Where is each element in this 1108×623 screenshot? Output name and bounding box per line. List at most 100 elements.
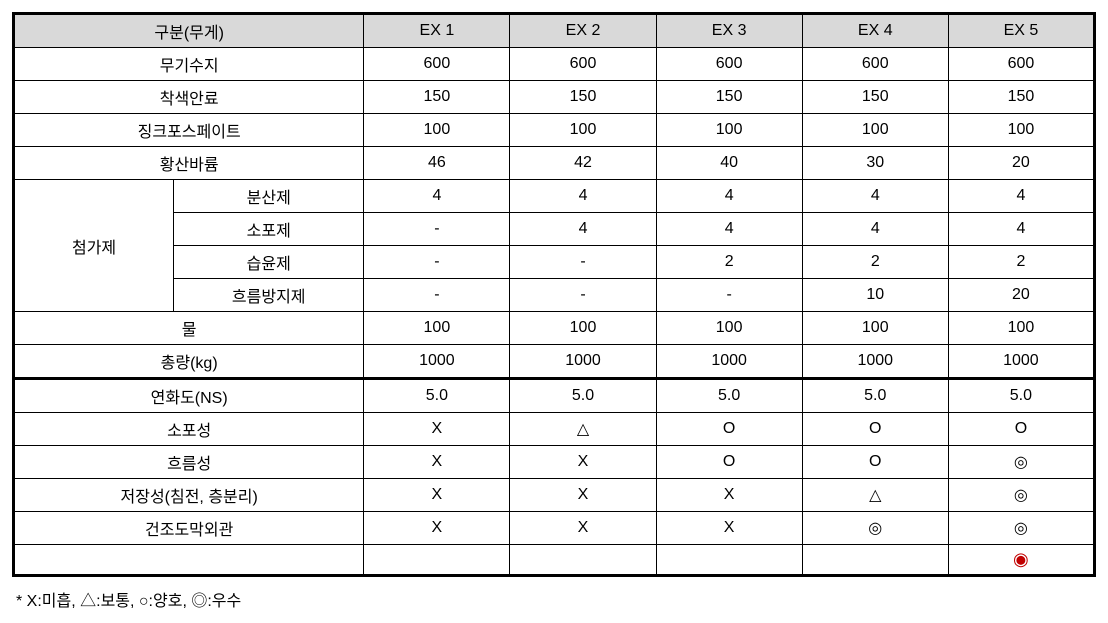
header-label: 구분(무게) bbox=[14, 14, 364, 48]
cell: X bbox=[364, 512, 510, 545]
table-row: 연화도(NS) 5.0 5.0 5.0 5.0 5.0 bbox=[14, 379, 1095, 413]
row-label: 흐름성 bbox=[14, 446, 364, 479]
cell: O bbox=[802, 413, 948, 446]
cell: 100 bbox=[364, 114, 510, 147]
row-label: 저장성(침전, 층분리) bbox=[14, 479, 364, 512]
row-label: 건조도막외관 bbox=[14, 512, 364, 545]
row-label: 소포성 bbox=[14, 413, 364, 446]
cell: 4 bbox=[802, 213, 948, 246]
cell: 100 bbox=[510, 312, 656, 345]
cell: 600 bbox=[802, 48, 948, 81]
cell: - bbox=[510, 279, 656, 312]
cell: 20 bbox=[948, 279, 1094, 312]
header-col: EX 2 bbox=[510, 14, 656, 48]
cell bbox=[510, 545, 656, 576]
cell: 100 bbox=[656, 312, 802, 345]
cell: ◎ bbox=[802, 512, 948, 545]
cell: - bbox=[364, 213, 510, 246]
cell: 4 bbox=[510, 180, 656, 213]
cell bbox=[802, 545, 948, 576]
table-header-row: 구분(무게) EX 1 EX 2 EX 3 EX 4 EX 5 bbox=[14, 14, 1095, 48]
cell: 4 bbox=[656, 213, 802, 246]
cell: X bbox=[510, 512, 656, 545]
table-row: 착색안료 150 150 150 150 150 bbox=[14, 81, 1095, 114]
table-row: 무기수지 600 600 600 600 600 bbox=[14, 48, 1095, 81]
cell bbox=[364, 545, 510, 576]
selected-marker-icon: ◉ bbox=[1013, 549, 1029, 569]
table-row: 첨가제 분산제 4 4 4 4 4 bbox=[14, 180, 1095, 213]
cell: - bbox=[364, 246, 510, 279]
row-label: 황산바륨 bbox=[14, 147, 364, 180]
cell: X bbox=[510, 479, 656, 512]
cell: 100 bbox=[948, 312, 1094, 345]
cell: O bbox=[656, 413, 802, 446]
table-row: 건조도막외관 X X X ◎ ◎ bbox=[14, 512, 1095, 545]
data-table: 구분(무게) EX 1 EX 2 EX 3 EX 4 EX 5 무기수지 600… bbox=[12, 12, 1096, 577]
cell: ◉ bbox=[948, 545, 1094, 576]
cell: 4 bbox=[948, 213, 1094, 246]
cell: 4 bbox=[364, 180, 510, 213]
row-label: 총량(kg) bbox=[14, 345, 364, 379]
cell: 150 bbox=[802, 81, 948, 114]
cell: 100 bbox=[364, 312, 510, 345]
cell: X bbox=[364, 446, 510, 479]
cell: 5.0 bbox=[364, 379, 510, 413]
table-row: ◉ bbox=[14, 545, 1095, 576]
cell: 20 bbox=[948, 147, 1094, 180]
cell: 150 bbox=[948, 81, 1094, 114]
cell: 100 bbox=[656, 114, 802, 147]
cell: 100 bbox=[802, 312, 948, 345]
cell: 600 bbox=[510, 48, 656, 81]
cell bbox=[656, 545, 802, 576]
legend-footnote: * X:미흡, △:보통, ○:양호, ◎:우수 bbox=[12, 577, 1096, 611]
cell: - bbox=[364, 279, 510, 312]
table-row: 총량(kg) 1000 1000 1000 1000 1000 bbox=[14, 345, 1095, 379]
cell: X bbox=[364, 413, 510, 446]
cell: 2 bbox=[656, 246, 802, 279]
cell: X bbox=[510, 446, 656, 479]
cell: 150 bbox=[510, 81, 656, 114]
cell: 4 bbox=[656, 180, 802, 213]
cell: 1000 bbox=[802, 345, 948, 379]
header-col: EX 3 bbox=[656, 14, 802, 48]
cell: 2 bbox=[802, 246, 948, 279]
cell: 1000 bbox=[948, 345, 1094, 379]
cell: ◎ bbox=[948, 479, 1094, 512]
cell: - bbox=[510, 246, 656, 279]
row-label: 무기수지 bbox=[14, 48, 364, 81]
cell: 600 bbox=[364, 48, 510, 81]
cell: 2 bbox=[948, 246, 1094, 279]
row-label: 착색안료 bbox=[14, 81, 364, 114]
cell: 5.0 bbox=[802, 379, 948, 413]
table-row: 징크포스페이트 100 100 100 100 100 bbox=[14, 114, 1095, 147]
row-label bbox=[14, 545, 364, 576]
row-label: 소포제 bbox=[174, 213, 364, 246]
table-row: 흐름성 X X O O ◎ bbox=[14, 446, 1095, 479]
row-label: 분산제 bbox=[174, 180, 364, 213]
row-label: 습윤제 bbox=[174, 246, 364, 279]
row-label: 물 bbox=[14, 312, 364, 345]
header-col: EX 1 bbox=[364, 14, 510, 48]
cell: 150 bbox=[656, 81, 802, 114]
cell: 4 bbox=[510, 213, 656, 246]
cell: 100 bbox=[510, 114, 656, 147]
table-row: 소포제 - 4 4 4 4 bbox=[14, 213, 1095, 246]
cell: X bbox=[656, 512, 802, 545]
cell: 40 bbox=[656, 147, 802, 180]
header-col: EX 5 bbox=[948, 14, 1094, 48]
cell: 600 bbox=[948, 48, 1094, 81]
cell: ◎ bbox=[948, 512, 1094, 545]
cell: O bbox=[948, 413, 1094, 446]
cell: ◎ bbox=[948, 446, 1094, 479]
table-row: 저장성(침전, 층분리) X X X △ ◎ bbox=[14, 479, 1095, 512]
cell: 100 bbox=[802, 114, 948, 147]
cell: 5.0 bbox=[510, 379, 656, 413]
table-row: 소포성 X △ O O O bbox=[14, 413, 1095, 446]
cell: 5.0 bbox=[656, 379, 802, 413]
cell: 1000 bbox=[656, 345, 802, 379]
table-row: 흐름방지제 - - - 10 20 bbox=[14, 279, 1095, 312]
header-col: EX 4 bbox=[802, 14, 948, 48]
cell: 42 bbox=[510, 147, 656, 180]
group-label: 첨가제 bbox=[14, 180, 174, 312]
cell: - bbox=[656, 279, 802, 312]
